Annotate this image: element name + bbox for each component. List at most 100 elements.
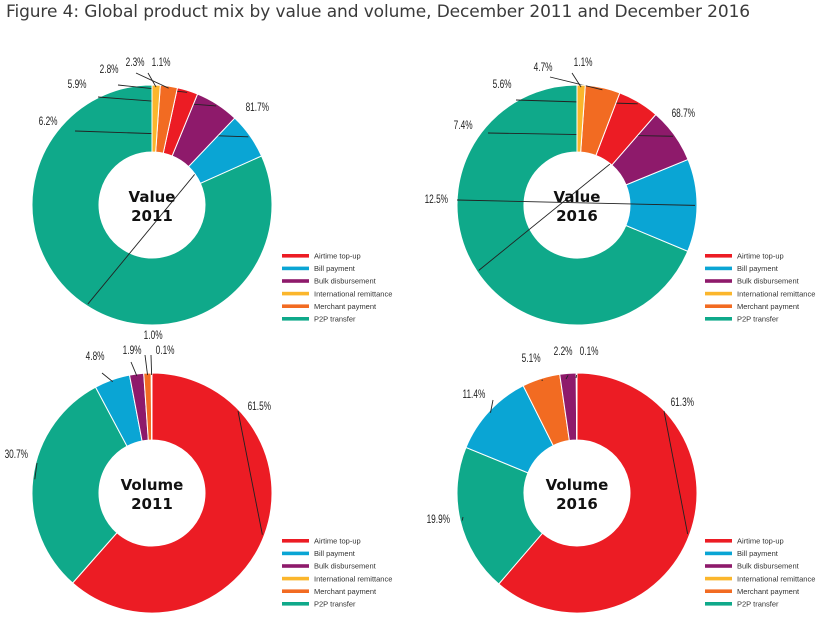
- slice-international-remittance: [576, 84, 586, 153]
- legend-label-merchant-payment: Merchant payment: [314, 587, 377, 596]
- leader-line: [663, 410, 689, 535]
- legend-swatch-bulk-disbursement: [282, 279, 309, 283]
- slice-international-remittance: [150, 372, 153, 441]
- legend-label-bulk-disbursement: Bulk disbursement: [737, 562, 800, 571]
- legend-label-international-remittance: International remittance: [737, 289, 815, 298]
- legend-label-international-remittance: International remittance: [737, 574, 815, 583]
- data-label-international-remittance: 0.1%: [580, 346, 599, 359]
- center-label-title: Value: [129, 188, 176, 206]
- leader-line: [130, 361, 138, 377]
- slice-p2p-transfer: [456, 84, 689, 326]
- legend-swatch-bulk-disbursement: [282, 564, 309, 568]
- data-label-merchant-payment: 4.7%: [534, 62, 553, 75]
- legend-swatch-p2p-transfer: [282, 317, 309, 321]
- legend: Airtime top-up Bill payment Bulk disbursem…: [705, 537, 815, 609]
- legend-label-p2p-transfer: P2P transfer: [314, 600, 356, 609]
- legend-swatch-international-remittance: [705, 291, 732, 296]
- legend-label-airtime-top-up: Airtime top-up: [737, 252, 784, 261]
- legend-label-international-remittance: International remittance: [314, 574, 392, 583]
- legend-label-bulk-disbursement: Bulk disbursement: [314, 277, 377, 286]
- data-label-international-remittance: 1.1%: [152, 57, 171, 70]
- legend-label-bill-payment: Bill payment: [314, 549, 356, 558]
- legend-swatch-airtime-top-up: [705, 539, 732, 543]
- data-label-bill-payment: 4.8%: [86, 351, 105, 364]
- data-label-airtime-top-up: 5.6%: [493, 79, 512, 92]
- data-label-bill-payment: 12.5%: [425, 194, 449, 207]
- legend-swatch-international-remittance: [282, 576, 309, 581]
- leader-line: [147, 72, 157, 88]
- slice-p2p-transfer: [456, 446, 544, 585]
- leader-line: [456, 199, 696, 206]
- slice-p2p-transfer: [31, 386, 128, 584]
- slice-international-remittance: [575, 372, 578, 441]
- leader-line: [34, 462, 38, 480]
- legend-swatch-airtime-top-up: [705, 254, 732, 258]
- center-label-title: Value: [554, 188, 601, 206]
- legend-label-merchant-payment: Merchant payment: [314, 302, 377, 311]
- data-label-airtime-top-up: 61.3%: [671, 397, 695, 410]
- data-label-merchant-payment: 1.0%: [144, 330, 163, 343]
- legend-swatch-p2p-transfer: [705, 317, 732, 321]
- center-label-title: Volume: [546, 476, 609, 494]
- legend-swatch-bill-payment: [705, 266, 732, 271]
- data-label-bulk-disbursement: 7.4%: [454, 120, 473, 133]
- data-label-p2p-transfer: 68.7%: [672, 108, 696, 121]
- legend: Airtime top-up Bill payment Bulk disbursem…: [282, 537, 392, 609]
- legend-label-bulk-disbursement: Bulk disbursement: [737, 277, 800, 286]
- legend-label-bill-payment: Bill payment: [737, 549, 779, 558]
- legend-label-merchant-payment: Merchant payment: [737, 302, 800, 311]
- legend-swatch-international-remittance: [705, 576, 732, 581]
- data-label-bulk-disbursement: 2.2%: [554, 346, 573, 359]
- data-label-bulk-disbursement: 1.9%: [123, 345, 142, 358]
- leader-line: [101, 372, 114, 383]
- legend-swatch-international-remittance: [282, 291, 309, 296]
- legend-label-bill-payment: Bill payment: [314, 264, 356, 273]
- leader-line: [549, 76, 603, 91]
- center-label-title: Volume: [121, 476, 184, 494]
- legend: Airtime top-up Bill payment Bulk disbursem…: [705, 252, 815, 324]
- legend-label-bill-payment: Bill payment: [737, 264, 779, 273]
- legend-swatch-bill-payment: [705, 551, 732, 556]
- legend-swatch-p2p-transfer: [705, 602, 732, 606]
- leader-line: [490, 399, 494, 413]
- legend-label-airtime-top-up: Airtime top-up: [314, 537, 361, 546]
- data-label-international-remittance: 0.1%: [156, 345, 175, 358]
- legend-label-p2p-transfer: P2P transfer: [737, 315, 779, 324]
- leader-line: [150, 354, 153, 376]
- data-label-airtime-top-up: 61.5%: [248, 401, 272, 414]
- legend-swatch-bill-payment: [282, 551, 309, 556]
- data-label-merchant-payment: 5.1%: [522, 353, 541, 366]
- legend-label-p2p-transfer: P2P transfer: [737, 600, 779, 609]
- center-label-year: 2011: [131, 207, 173, 225]
- data-label-p2p-transfer: 30.7%: [5, 449, 29, 462]
- legend-swatch-merchant-payment: [705, 589, 732, 593]
- data-label-bulk-disbursement: 5.9%: [68, 79, 87, 92]
- slice-p2p-transfer: [31, 84, 273, 326]
- data-label-bill-payment: 11.4%: [462, 389, 485, 402]
- leader-line: [461, 516, 464, 521]
- figure-title: Figure 4: Global product mix by value an…: [6, 2, 751, 22]
- legend-swatch-merchant-payment: [705, 304, 732, 308]
- leader-line: [571, 72, 582, 88]
- data-label-international-remittance: 1.1%: [574, 57, 593, 70]
- legend-swatch-airtime-top-up: [282, 539, 309, 543]
- legend-label-bulk-disbursement: Bulk disbursement: [314, 562, 377, 571]
- center-label-year: 2016: [556, 207, 598, 225]
- legend: Airtime top-up Bill payment Bulk disbursem…: [282, 252, 392, 324]
- leader-line: [565, 375, 569, 380]
- data-label-p2p-transfer: 19.9%: [427, 514, 451, 527]
- legend-swatch-airtime-top-up: [282, 254, 309, 258]
- slice-airtime-top-up: [498, 372, 698, 614]
- leader-line: [237, 410, 263, 535]
- slice-international-remittance: [151, 84, 161, 153]
- data-label-airtime-top-up: 2.8%: [100, 64, 119, 77]
- slice-airtime-top-up: [71, 372, 273, 614]
- data-label-p2p-transfer: 81.7%: [246, 102, 270, 115]
- legend-swatch-bill-payment: [282, 266, 309, 271]
- data-label-merchant-payment: 2.3%: [126, 57, 145, 70]
- leader-line: [144, 354, 148, 376]
